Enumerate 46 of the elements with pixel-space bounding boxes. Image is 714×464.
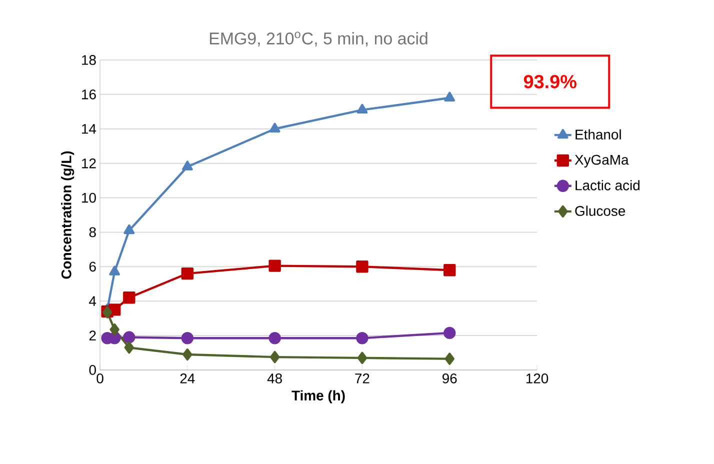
y-tick-label: 18 bbox=[82, 55, 96, 65]
legend-label: Glucose bbox=[575, 206, 626, 216]
x-tick-label: 0 bbox=[96, 373, 104, 384]
y-tick-label: 14 bbox=[82, 124, 96, 134]
legend-label: Ethanol bbox=[576, 129, 621, 140]
y-tick-label: 12 bbox=[82, 158, 96, 168]
y-tick-label: 10 bbox=[82, 192, 96, 203]
legend-label: Lactic acid bbox=[576, 180, 640, 190]
point bbox=[269, 122, 280, 132]
y-tick-label: 2 bbox=[89, 330, 96, 340]
point bbox=[123, 331, 136, 344]
x-axis-title: Time (h) bbox=[292, 390, 345, 404]
y-tick-label: 0 bbox=[89, 365, 96, 375]
point bbox=[444, 352, 454, 365]
x-tick-label: 48 bbox=[267, 373, 282, 384]
point bbox=[356, 332, 368, 344]
point bbox=[124, 341, 134, 354]
x-tick-label: 24 bbox=[180, 373, 195, 384]
point bbox=[123, 292, 136, 304]
point bbox=[268, 332, 281, 344]
annotation: 93.9% bbox=[524, 74, 576, 88]
x-tick-label: 72 bbox=[355, 373, 370, 384]
point bbox=[444, 92, 456, 102]
y-tick-label: 16 bbox=[82, 89, 96, 100]
x-tick-label: 96 bbox=[442, 373, 457, 384]
point bbox=[182, 348, 192, 361]
point bbox=[182, 160, 193, 170]
point bbox=[181, 267, 194, 280]
y-tick-label: 6 bbox=[89, 262, 96, 272]
point bbox=[268, 260, 281, 272]
y-tick-label: 8 bbox=[89, 227, 96, 238]
point bbox=[444, 326, 456, 340]
point bbox=[356, 104, 368, 114]
y-axis-title: Concentration (g/L) bbox=[61, 151, 74, 279]
point bbox=[356, 260, 368, 273]
chart-title: EMG9, 210$^{o}$C, 5 min, no acid bbox=[210, 32, 428, 46]
point bbox=[181, 332, 194, 344]
point bbox=[110, 323, 120, 336]
point bbox=[109, 266, 120, 276]
point bbox=[124, 224, 135, 234]
point bbox=[270, 350, 280, 364]
point bbox=[444, 264, 456, 276]
y-tick-label: 4 bbox=[89, 296, 96, 306]
legend-label: XyGaMa bbox=[574, 154, 629, 168]
x-tick-label: 120 bbox=[526, 373, 548, 384]
point bbox=[357, 352, 368, 364]
